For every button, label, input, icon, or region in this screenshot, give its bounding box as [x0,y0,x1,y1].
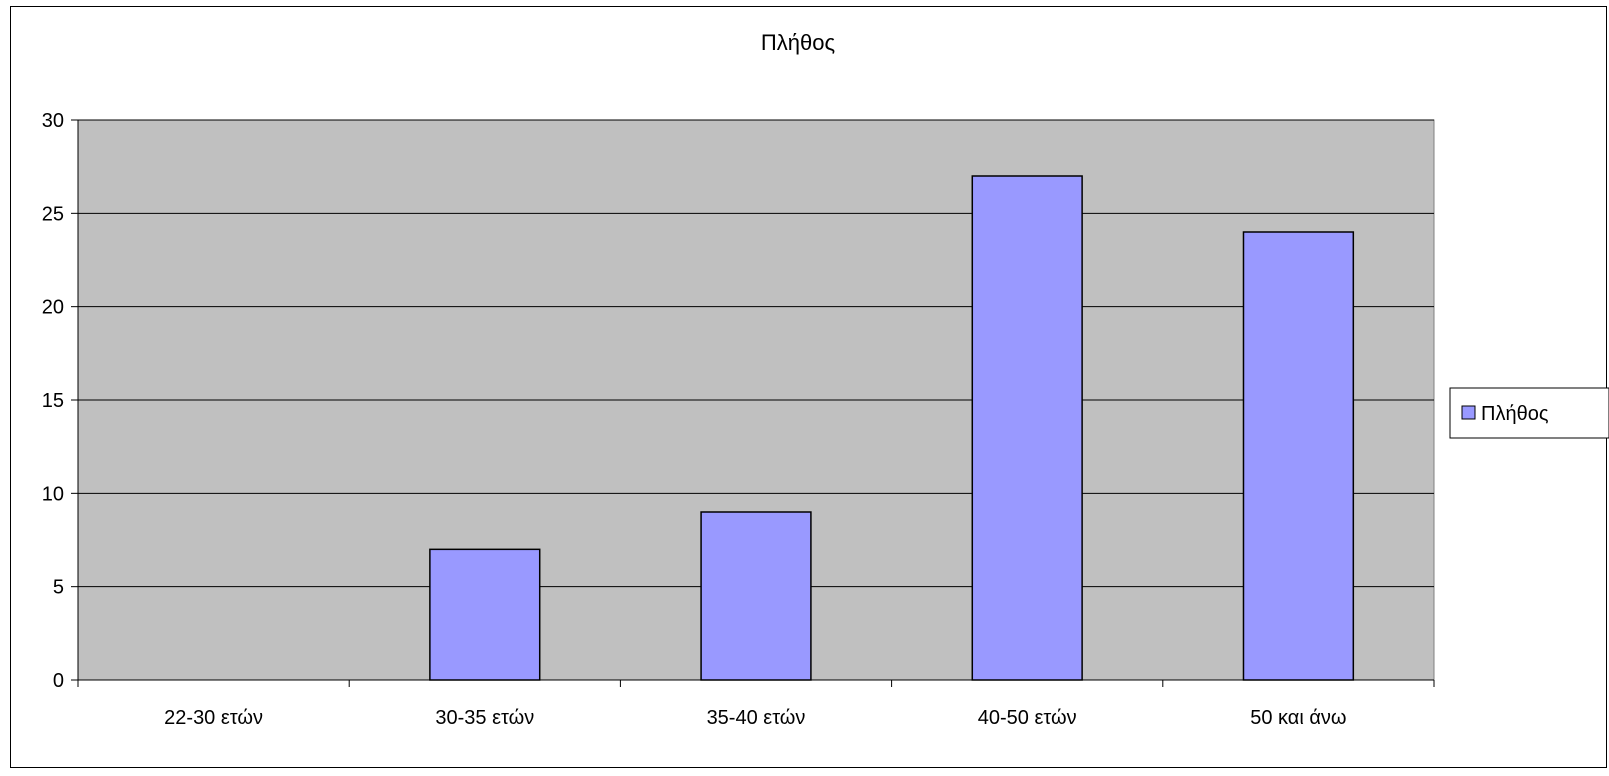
x-tick-label: 50 και άνω [1250,707,1346,729]
legend-box [1449,387,1609,439]
legend-label: Πλήθος [1481,403,1549,425]
x-tick-label: 35-40 ετών [707,707,806,729]
bar [971,175,1083,681]
bar [1242,231,1355,681]
y-tick-label: 30 [42,110,64,132]
legend: Πλήθος [1449,387,1609,439]
chart-title: Πλήθος [761,30,835,55]
x-tick-label: 22-30 ετών [164,707,263,729]
x-tick-label: 40-50 ετών [978,707,1077,729]
y-tick-label: 0 [53,670,64,692]
bar [429,548,541,681]
x-tick-label: 30-35 ετών [435,707,534,729]
bar [700,511,812,681]
y-tick-label: 5 [53,577,64,599]
legend-swatch [1461,405,1476,420]
plot-area: 0 5 10 15 20 25 30 22-30 ετών 30-35 ετών 35-40 ετ… [42,110,1435,729]
y-tick-label: 10 [42,483,64,505]
y-tick-label: 15 [42,390,64,412]
y-tick-label: 20 [42,297,64,319]
y-tick-label: 25 [42,203,64,225]
